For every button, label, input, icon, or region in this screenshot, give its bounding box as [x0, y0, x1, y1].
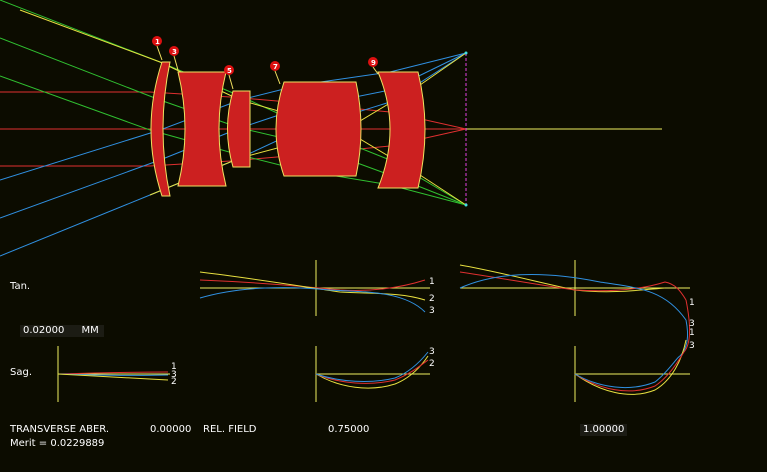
tan-right-label-1a: 1 — [689, 298, 695, 308]
sag-mid-label-2: 2 — [429, 359, 435, 369]
lens-element-3 — [227, 90, 251, 168]
surface-badge-9 — [368, 57, 378, 67]
tan-right-label-1b: 1 — [689, 328, 695, 338]
surface-badge-1 — [152, 36, 162, 46]
sag-mid-curve-red — [315, 359, 429, 384]
field-value-0: 0.00000 — [150, 424, 192, 435]
tan-label: Tan. — [10, 281, 31, 292]
scale-box: 0.02000 MM — [20, 325, 104, 337]
sag-right-curve-yellow — [574, 339, 687, 395]
merit-label: Merit = 0.0229889 — [10, 438, 105, 449]
tan-right-curve-blue — [459, 273, 687, 321]
sag-left-curve-red — [57, 371, 169, 375]
rel-field-label: REL. FIELD — [203, 424, 257, 435]
surface-badge-3-text: 3 — [172, 48, 177, 56]
surface-badge-7-text: 7 — [273, 63, 278, 71]
transverse-aber-label: TRANSVERSE ABER. — [10, 424, 110, 435]
aberration-curves — [57, 264, 691, 395]
sag-mid-curve-yellow — [315, 355, 429, 389]
sag-left-curve-yellow — [57, 373, 169, 381]
tan-right-hook-red — [683, 299, 691, 353]
image-point-top — [464, 51, 468, 55]
surface-badge-5 — [224, 65, 234, 75]
sag-right-curve-blue — [574, 355, 681, 389]
surface-badges: 1 3 5 7 9 — [152, 36, 379, 90]
tan-mid-label-1: 1 — [429, 277, 435, 287]
field-value-1: 0.75000 — [328, 424, 370, 435]
tan-mid-curve-yellow — [199, 271, 426, 301]
surface-badge-3 — [169, 46, 179, 56]
scale-unit: MM — [81, 325, 99, 336]
tan-right-label-3b: 3 — [689, 341, 695, 351]
lens-element-1 — [150, 61, 171, 197]
sag-left-label-3: 3 — [171, 370, 177, 380]
image-point-bottom — [464, 203, 468, 207]
tan-mid-label-3: 3 — [429, 306, 435, 316]
surface-badge-9-text: 9 — [371, 59, 376, 67]
tan-right-label-3a: 3 — [689, 319, 695, 329]
surface-badge-1-text: 1 — [155, 38, 160, 46]
lens-element-4 — [275, 81, 362, 177]
surface-badge-7 — [270, 61, 280, 71]
field-value-2: 1.00000 — [583, 424, 625, 435]
sag-mid-curve-blue — [315, 351, 429, 382]
scale-value: 0.02000 — [23, 325, 65, 336]
tan-mid-label-2: 2 — [429, 294, 435, 304]
curve-labels: 1 2 3 1 3 1 3 1 3 2 3 2 — [171, 277, 695, 387]
lens-element-2 — [177, 71, 227, 187]
lens-elements — [150, 61, 426, 197]
sag-left-label-1: 1 — [171, 362, 177, 372]
sag-label: Sag. — [10, 367, 33, 378]
sag-mid-label-3: 3 — [429, 347, 435, 357]
sag-right-curve-red — [574, 351, 685, 392]
tan-mid-curve-blue — [199, 287, 426, 313]
tan-right-curve-red — [459, 271, 687, 301]
field-value-2-box: 1.00000 — [580, 424, 628, 436]
tan-right-hook-blue — [679, 319, 689, 357]
lens-element-5 — [377, 71, 426, 189]
surface-badge-5-text: 5 — [227, 67, 232, 75]
ray-blue-1 — [0, 52, 467, 181]
sag-left-label-2: 2 — [171, 377, 177, 387]
